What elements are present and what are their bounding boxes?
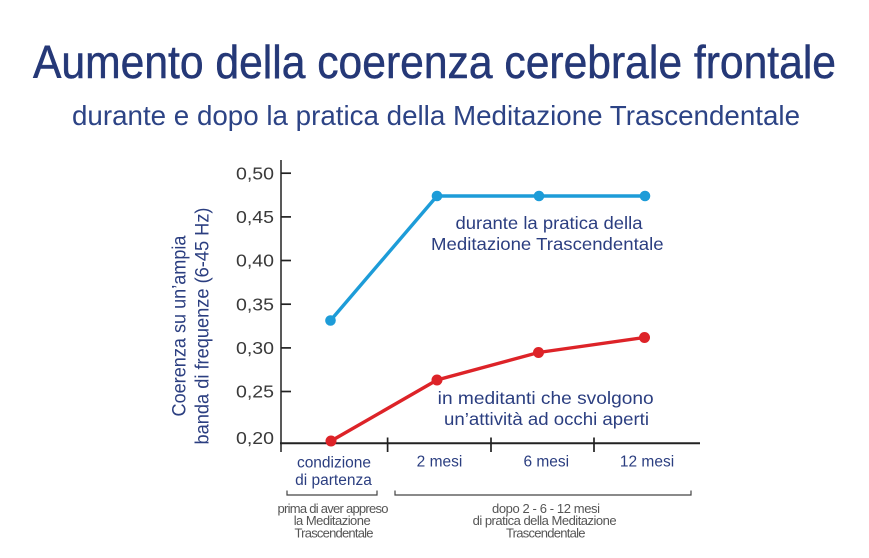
svg-text:un’attività ad occhi aperti: un’attività ad occhi aperti	[444, 409, 649, 429]
svg-text:0,35: 0,35	[236, 294, 274, 314]
svg-text:condizione: condizione	[297, 455, 371, 472]
svg-text:0,25: 0,25	[236, 382, 274, 402]
svg-text:0,45: 0,45	[236, 207, 274, 227]
svg-text:durante la pratica della: durante la pratica della	[456, 213, 643, 233]
svg-text:Trascendentale: Trascendentale	[295, 526, 374, 541]
svg-text:in meditanti che svolgono: in meditanti che svolgono	[438, 388, 654, 408]
svg-text:prima di aver appreso: prima di aver appreso	[278, 501, 389, 516]
svg-text:6 mesi: 6 mesi	[523, 454, 569, 471]
svg-text:di pratica della Meditazione: di pratica della Meditazione	[473, 513, 617, 528]
svg-text:durante e dopo la pratica dell: durante e dopo la pratica della Meditazi…	[72, 100, 800, 131]
svg-text:0,50: 0,50	[236, 163, 274, 183]
svg-text:di partenza: di partenza	[295, 472, 372, 489]
svg-text:0,20: 0,20	[236, 428, 274, 448]
svg-text:2 mesi: 2 mesi	[417, 454, 463, 471]
svg-text:banda di frequenze (6-45 Hz): banda di frequenze (6-45 Hz)	[193, 208, 214, 445]
svg-text:la Meditazione: la Meditazione	[294, 513, 371, 528]
svg-text:12 mesi: 12 mesi	[620, 454, 674, 471]
svg-text:Aumento della coerenza cerebra: Aumento della coerenza cerebrale frontal…	[33, 36, 836, 88]
svg-text:Coerenza su un’ampia: Coerenza su un’ampia	[170, 235, 191, 416]
svg-text:0,40: 0,40	[236, 251, 274, 271]
svg-text:dopo 2 - 6 - 12 mesi: dopo 2 - 6 - 12 mesi	[492, 501, 600, 516]
svg-text:0,30: 0,30	[236, 338, 274, 358]
svg-text:Trascendentale: Trascendentale	[506, 526, 586, 541]
svg-text:Meditazione Trascendentale: Meditazione Trascendentale	[431, 234, 664, 254]
